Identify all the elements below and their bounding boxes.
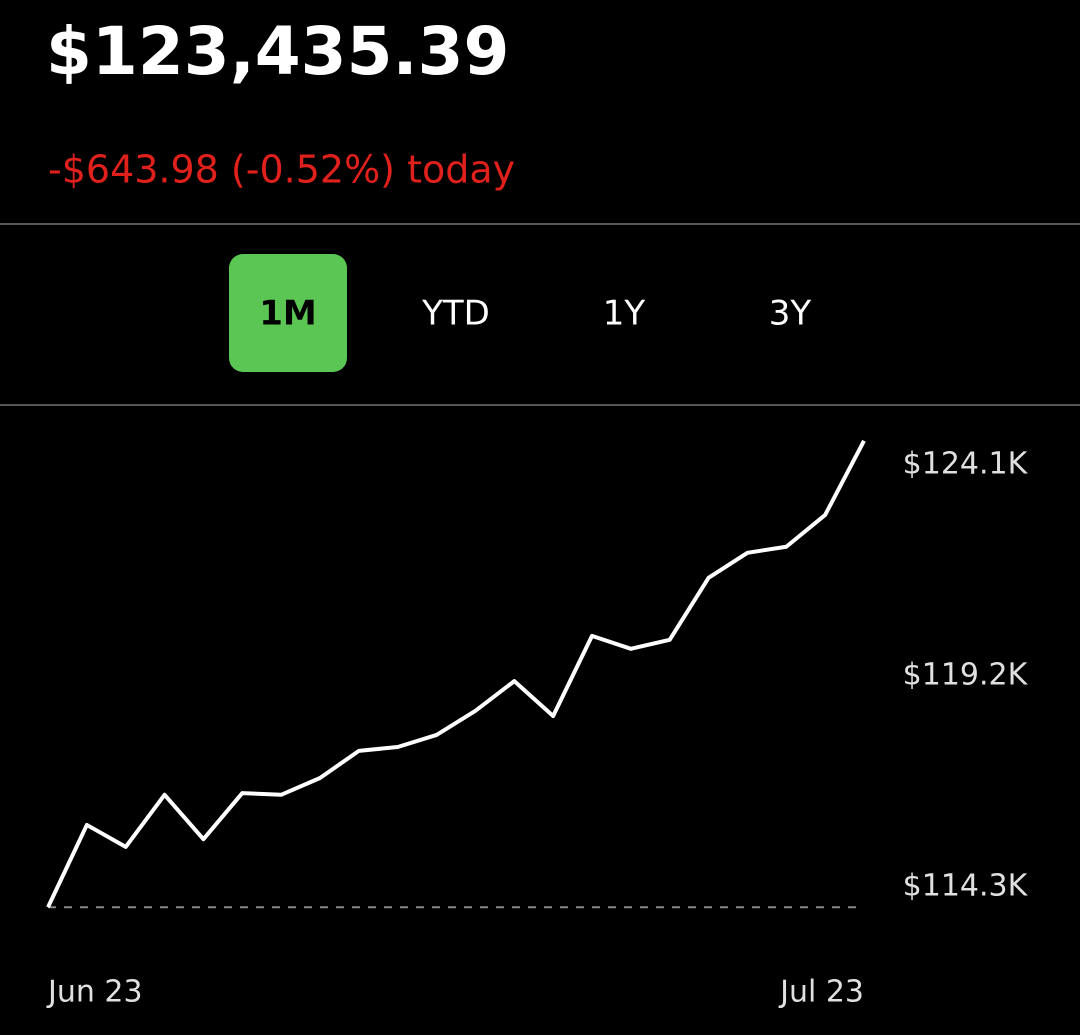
- tab[interactable]: 1M: [259, 294, 317, 334]
- tab-highlight: [229, 254, 347, 372]
- range-tabs: 1M YTD 1Y 3Y: [229, 254, 811, 372]
- balance: $123,435.39: [46, 13, 509, 90]
- tab[interactable]: 3Y: [769, 294, 812, 334]
- x-tick-label: Jul 23: [778, 975, 864, 1010]
- y-tick-label: $119.2K: [903, 657, 1029, 692]
- y-tick-label: $114.3K: [903, 868, 1029, 903]
- y-tick-label: $124.1K: [903, 446, 1029, 481]
- price-line: [46, 439, 866, 909]
- day-change: -$643.98 (-0.52%) today: [48, 148, 515, 192]
- chart: $114.3K $119.2K $124.1K Jun 23 Jul 23: [46, 439, 1029, 1010]
- x-tick-label: Jun 23: [46, 975, 143, 1010]
- tab[interactable]: YTD: [421, 294, 490, 334]
- tab[interactable]: 1Y: [603, 294, 646, 334]
